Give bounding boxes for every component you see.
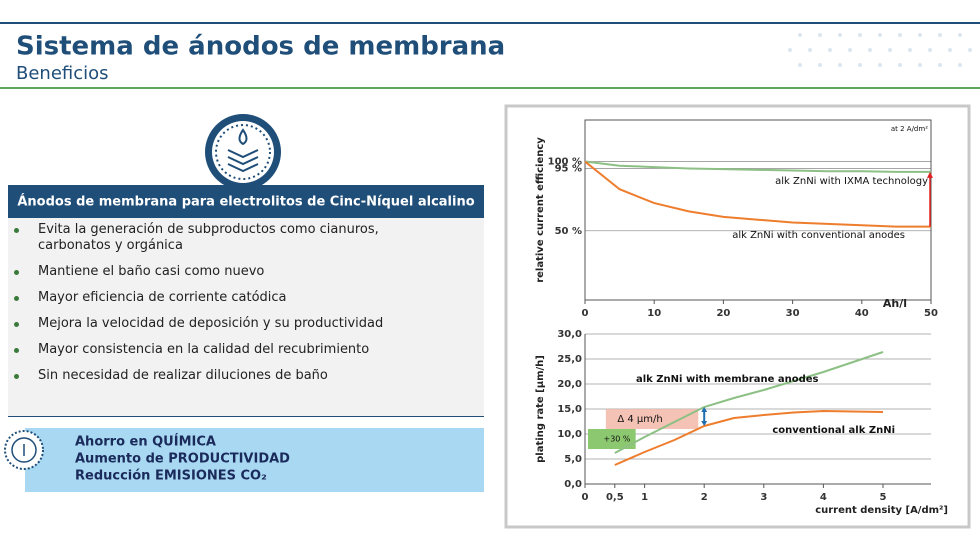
x-tick-label: 50 [924, 308, 938, 319]
series-line [584, 160, 931, 228]
x-tick-label: 0 [582, 492, 589, 503]
x-tick-label: 1 [641, 492, 648, 503]
gain-arrow-head [927, 171, 933, 178]
x-tick-label: 40 [855, 308, 869, 319]
x-tick-label: 5 [880, 492, 887, 503]
gain-box [587, 429, 636, 449]
callout-line: Aumento de PRODUCTIVIDAD [75, 452, 290, 467]
y-axis-label: plating rate [µm/h] [535, 355, 546, 463]
y-tick-label: 50 % [555, 226, 582, 237]
x-tick-label: 30 [786, 308, 800, 319]
y-axis-label: relative current efficiency [535, 137, 546, 283]
delta-arrow-head [701, 407, 708, 426]
annotation: at 2 A/dm² [891, 125, 928, 133]
x-tick-label: 10 [647, 308, 661, 319]
series-label: alk ZnNi with conventional anodes [732, 230, 905, 241]
info-icon-ring [11, 437, 37, 463]
annotation: Δ 4 µm/h [617, 414, 662, 425]
y-tick-label: 30,0 [557, 329, 582, 340]
series-label: conventional alk ZnNi [772, 425, 895, 436]
annotation: +30 % [603, 435, 630, 444]
plot-border [584, 119, 932, 301]
y-tick-label: 20,0 [557, 379, 582, 390]
x-tick-label: 2 [701, 492, 708, 503]
bullet: Mayor consistencia en la calidad del rec… [8, 342, 454, 358]
x-tick-label: 3 [760, 492, 767, 503]
series-line [584, 160, 931, 173]
bullet: Evita la generación de subproductos como… [8, 222, 454, 254]
y-tick-label: 10,0 [557, 429, 582, 440]
series-line [614, 409, 884, 466]
title: Sistema de ánodos de membrana [16, 32, 505, 62]
callout-line: Reducción EMISIONES CO₂ [75, 469, 267, 484]
x-axis-label: current density [A/dm²] [815, 505, 948, 516]
panel-heading: Ánodos de membrana para electrolitos de … [17, 194, 474, 210]
x-axis-label: Ah/l [883, 297, 907, 310]
subtitle: Beneficios [16, 63, 109, 84]
x-tick-label: 4 [820, 492, 827, 503]
callout-line: Ahorro en QUÍMICA [75, 434, 216, 450]
series-line [614, 351, 884, 454]
x-tick-label: 0 [582, 308, 589, 319]
series-label: alk ZnNi with membrane anodes [636, 374, 819, 385]
bullet: Mayor eficiencia de corriente catódica [8, 290, 454, 306]
bullet: Mantiene el baño casi como nuevo [8, 264, 454, 280]
x-tick-label: 20 [716, 308, 730, 319]
y-tick-label: 100 % [548, 157, 582, 168]
icon-inner [212, 121, 274, 183]
y-tick-label: 5,0 [564, 454, 582, 465]
delta-box [605, 409, 699, 429]
y-tick-label: 95 % [555, 163, 582, 174]
icon-glyph [227, 128, 259, 173]
icon-ring [215, 124, 271, 180]
dot-pattern [788, 33, 972, 67]
callout-bg [25, 428, 484, 492]
y-tick-label: 0,0 [564, 479, 582, 490]
x-tick-label: 0,5 [606, 492, 624, 503]
bullet: Mejora la velocidad de deposición y su p… [8, 316, 454, 332]
series-label: alk ZnNi with IXMA technology [775, 176, 928, 187]
panel-heading-bg [8, 185, 484, 218]
bullet: Sin necesidad de realizar diluciones de … [8, 368, 454, 384]
y-tick-label: 25,0 [557, 354, 582, 365]
chart-frame [504, 104, 971, 529]
bullet-list: Evita la generación de subproductos como… [8, 218, 484, 416]
y-tick-label: 15,0 [557, 404, 582, 415]
